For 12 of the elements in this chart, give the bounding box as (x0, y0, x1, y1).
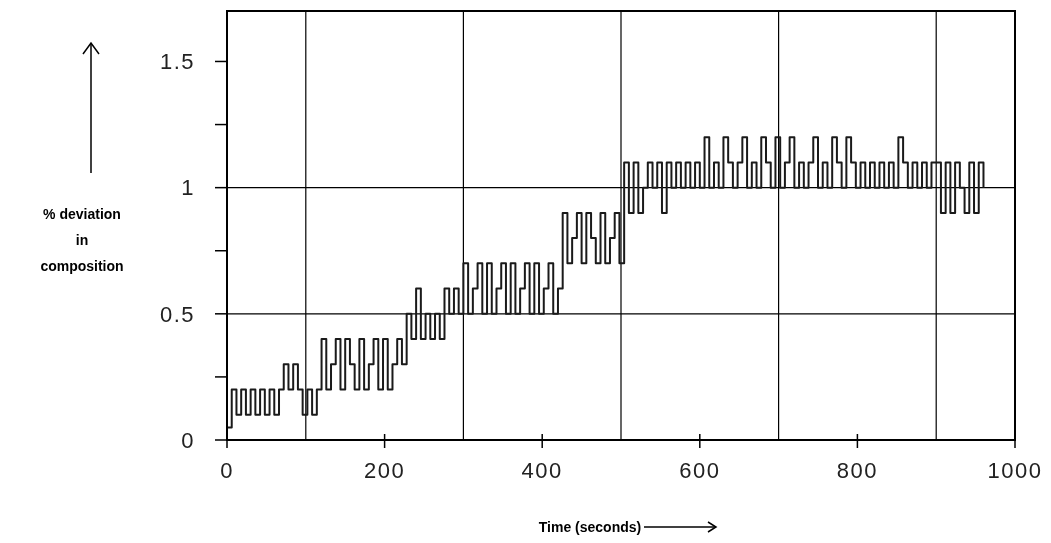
y-tick-label: 1 (181, 175, 195, 201)
y-tick-label: 0 (181, 427, 195, 453)
x-axis-title: Time (seconds) (538, 519, 642, 535)
y-tick-label: 1.5 (159, 49, 195, 75)
x-tick-label: 200 (363, 458, 406, 483)
y-tick-label: 0.5 (159, 301, 195, 327)
y-axis-title: % deviation in composition (40, 206, 124, 274)
x-tick-label: 0 (220, 458, 234, 483)
x-tick-label: 400 (521, 458, 563, 483)
x-tick-label: 800 (836, 458, 879, 483)
x-tick-label: 1000 (987, 458, 1043, 483)
x-tick-label: 600 (679, 458, 721, 483)
